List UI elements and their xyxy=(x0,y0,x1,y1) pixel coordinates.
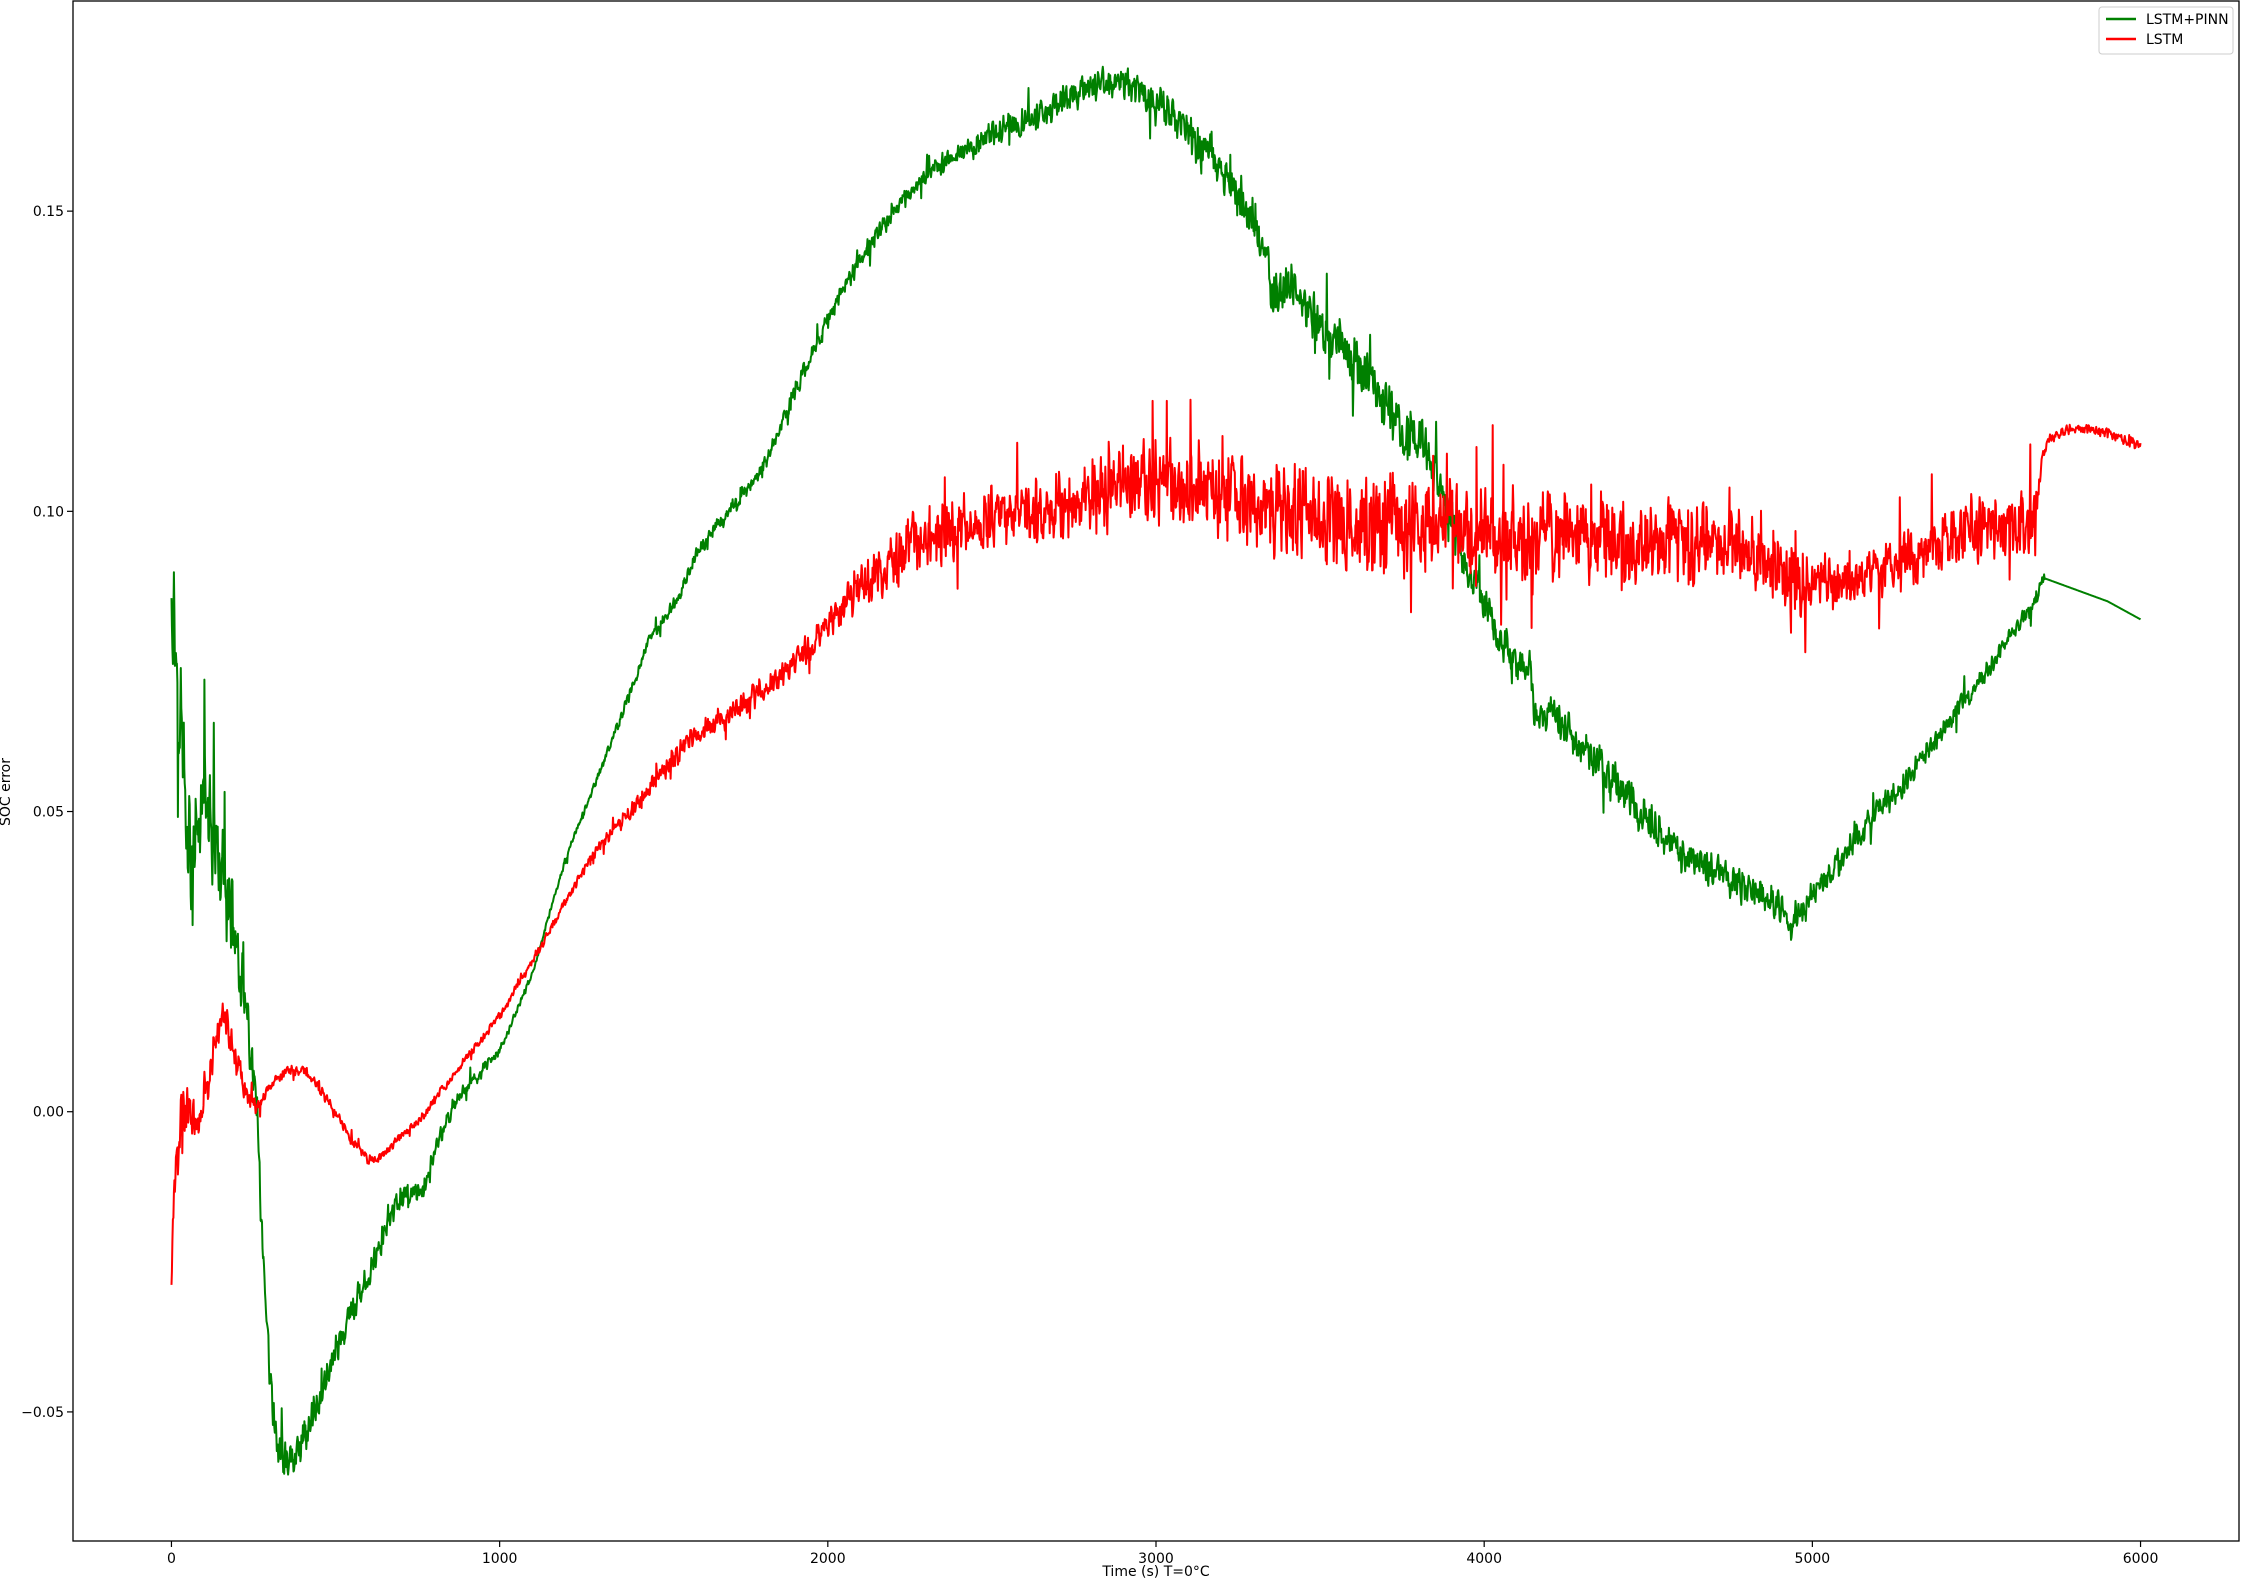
y-tick-label: 0.10 xyxy=(33,504,64,520)
x-tick-label: 6000 xyxy=(2123,1551,2159,1567)
x-tick-label: 5000 xyxy=(1795,1551,1831,1567)
y-tick-label: −0.05 xyxy=(21,1405,64,1421)
y-tick-label: 0.15 xyxy=(33,204,64,220)
legend: LSTM+PINN LSTM xyxy=(2098,6,2234,55)
y-tick-label: 0.00 xyxy=(33,1105,64,1121)
x-tick-label: 0 xyxy=(167,1551,176,1567)
x-tick-label: 3000 xyxy=(1138,1551,1174,1567)
y-axis-label: SOC error xyxy=(0,758,14,826)
x-tick-label: 4000 xyxy=(1466,1551,1502,1567)
x-tick-label: 1000 xyxy=(482,1551,518,1567)
x-tick-label: 2000 xyxy=(810,1551,846,1567)
x-axis-label: Time (s) T=0°C xyxy=(1101,1564,1210,1580)
axis-ticks: 0 1000 2000 3000 4000 5000 6000 −0.05 0.00 0.05 0.… xyxy=(21,204,2158,1567)
legend-label-lstm: LSTM xyxy=(2146,32,2183,48)
series-line-lstm-pinn xyxy=(170,65,2142,1476)
plot-area xyxy=(170,65,2142,1476)
legend-label-lstm-pinn: LSTM+PINN xyxy=(2146,12,2229,28)
series-line-lstm xyxy=(170,398,2142,1285)
y-tick-label: 0.05 xyxy=(33,805,64,821)
axes-frame xyxy=(72,0,2240,1542)
